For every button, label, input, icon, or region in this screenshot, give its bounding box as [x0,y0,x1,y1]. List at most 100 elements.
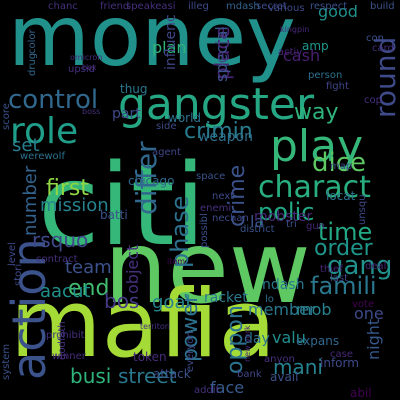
cloud-word: card [372,43,394,54]
cloud-word: box [82,63,97,72]
cloud-word: person [308,70,343,81]
cloud-word: space [196,171,226,182]
cloud-word: charact [258,170,371,205]
cloud-word: night [364,318,383,360]
cloud-word: one [354,304,384,323]
cloud-word: new york [243,325,252,362]
cloud-word: locat [326,189,356,203]
cloud-word: stori [13,263,24,286]
cloud-word: influenc [163,14,179,70]
cloud-word: bank [237,369,262,380]
cloud-word: map [330,161,353,172]
cloud-word: play [270,121,364,172]
cloud-word: weapon [198,129,253,145]
cloud-word: polic [258,198,315,226]
cloud-word: werewolf [20,151,65,162]
cloud-word: winner [52,351,86,362]
cloud-word: special [212,26,231,82]
cloud-word: face [210,378,245,397]
cloud-word: rsquo [32,228,89,252]
cloud-word: world [168,111,202,125]
cloud-word: la [250,212,265,231]
cloud-word: money [8,0,296,85]
cloud-word: territori [140,322,171,331]
cloud-word: first [46,176,89,201]
cloud-word: color [27,29,38,54]
cloud-word: good [318,2,358,21]
cloud-word: tri [286,219,297,230]
cloud-word: kingpin [280,25,310,34]
cloud-word: control [8,85,99,115]
cloud-word: system [1,343,12,380]
cloud-word: lo [265,294,274,305]
cloud-word: cash [283,46,321,65]
cloud-word: side [156,121,177,132]
cloud-word: dice [312,148,367,178]
cloud-word: boss [82,107,101,116]
cloud-word: secret [256,1,287,12]
cloud-word: upsid [68,64,96,75]
cloud-word: way [294,100,339,125]
cloud-word: inform [320,356,359,370]
cloud-word: enemi [200,203,232,214]
cloud-word: mdash [226,1,260,12]
cloud-word: addit [194,385,220,396]
cloud-word: possibl [199,213,210,248]
cloud-word: prohibit [46,330,85,341]
cloud-word: number [20,165,41,236]
cloud-word: fight [326,81,349,92]
cloud-word: mobster [254,209,313,225]
cloud-word: various [268,3,305,14]
cloud-word: aacut [40,281,91,302]
cloud-word: item [167,257,186,266]
cloud-word: object [123,244,142,294]
cloud-word: mission [40,195,109,216]
cloud-word: agent [152,147,181,158]
cloud-word: mani [273,355,323,379]
cloud-word: busi [70,364,112,388]
cloud-word: contract [36,254,78,265]
cloud-word: level [7,242,18,266]
cloud-word: activ [278,47,303,58]
cloud-word: gang [327,251,393,281]
cloud-word: thug [120,82,148,96]
cloud-word: batti [100,208,128,222]
cloud-word: deal [365,261,387,272]
cloud-word: bos [104,289,140,313]
cloud-word: vote [352,299,375,310]
cloud-word: last [330,273,349,284]
cloud-word: mafia [10,270,276,379]
cloud-word: set [12,135,40,156]
cloud-word: goal [152,292,191,313]
cloud-word: day [244,331,270,347]
cloud-word: time [318,218,373,246]
cloud-word: speakeasi [126,1,176,12]
cloud-word: new [104,209,311,326]
cloud-word: expans [296,334,340,348]
cloud-word: part [112,106,141,122]
cloud-word: racket [204,290,248,306]
cloud-word: omicron [70,53,103,62]
cloud-word: godfath [57,321,68,360]
cloud-word: avail [270,370,299,384]
cloud-word: con [366,33,384,44]
cloud-word: member [248,300,316,319]
cloud-word: end [68,276,110,301]
cloud-word: illeg [188,1,209,12]
cloud-word: chanc [48,1,78,12]
cloud-word: gun [306,221,326,232]
cloud-word: citi [38,141,206,271]
cloud-word: abil [350,386,372,400]
cloud-word: everyon [185,331,196,372]
cloud-word: case [330,349,353,360]
cloud-word: district [240,224,275,235]
cloud-word: nechan [212,213,249,224]
cloud-word: amp [302,39,329,53]
cloud-word: token [133,350,167,364]
cloud-word: gangster [118,79,315,130]
cloud-word: thief [320,264,343,275]
cloud-word: chicago [128,174,175,188]
cloud-word: mob [296,300,332,319]
cloud-word: cop [364,95,382,106]
cloud-word: drug [27,52,38,76]
